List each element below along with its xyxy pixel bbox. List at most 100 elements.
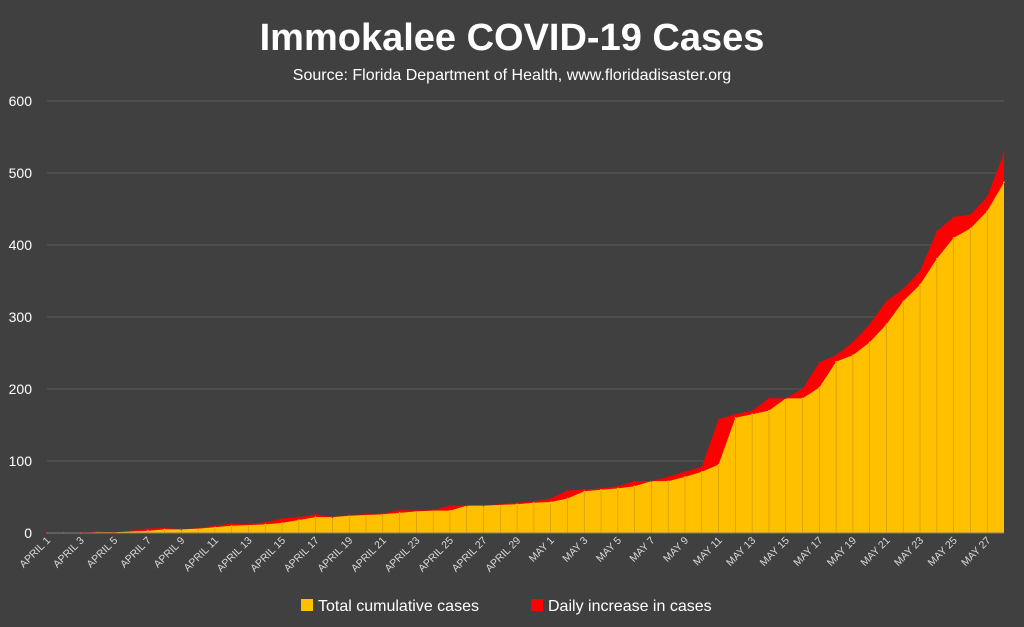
y-tick-label: 0	[24, 525, 32, 541]
point-total	[617, 487, 619, 490]
point-total	[818, 386, 821, 389]
point-total	[751, 413, 753, 416]
point-daily	[348, 514, 351, 516]
point-daily	[146, 527, 149, 530]
point-daily	[549, 497, 552, 500]
point-daily	[180, 528, 183, 531]
point-total	[449, 509, 451, 512]
point-daily	[835, 354, 837, 356]
point-total	[952, 237, 955, 239]
y-tick-label: 200	[9, 381, 33, 397]
chart-subtitle: Source: Florida Department of Health, ww…	[293, 67, 731, 84]
point-total	[734, 417, 737, 419]
legend-swatch-daily	[531, 599, 543, 611]
point-daily	[868, 323, 871, 326]
point-total	[163, 528, 166, 531]
point-daily	[986, 195, 989, 198]
point-total	[230, 525, 233, 527]
point-daily	[818, 361, 821, 364]
legend: Total cumulative cases Daily increase in…	[301, 598, 712, 615]
point-total	[600, 489, 602, 491]
point-daily	[482, 504, 485, 507]
point-daily	[969, 213, 972, 216]
y-tick-label: 100	[9, 453, 33, 469]
point-daily	[247, 523, 250, 526]
point-daily	[365, 513, 367, 516]
point-daily	[214, 525, 216, 527]
point-daily	[566, 489, 569, 492]
point-daily	[700, 465, 703, 468]
point-daily	[298, 516, 300, 518]
legend-swatch-total	[301, 599, 313, 611]
point-total	[717, 463, 720, 466]
point-daily	[197, 527, 199, 529]
y-axis-ticks: 0 100 200 300 400 500 600	[9, 93, 33, 541]
point-daily	[583, 489, 586, 491]
y-tick-label: 300	[9, 309, 33, 325]
point-daily	[784, 397, 787, 400]
point-daily	[684, 471, 686, 473]
point-daily	[264, 521, 267, 523]
point-total	[852, 354, 854, 356]
point-daily	[230, 522, 233, 525]
point-daily	[130, 530, 132, 532]
point-total	[801, 397, 804, 400]
point-total	[667, 480, 670, 482]
point-daily	[314, 513, 317, 516]
point-daily	[885, 300, 888, 302]
point-total	[298, 519, 300, 521]
point-total	[936, 257, 938, 260]
point-total	[214, 526, 216, 529]
point-daily	[1003, 152, 1005, 154]
point-daily	[852, 341, 854, 344]
point-daily	[633, 480, 636, 482]
series-total-area	[47, 182, 1004, 534]
point-daily	[465, 504, 468, 507]
point-total	[969, 227, 972, 230]
point-total	[885, 323, 888, 326]
point-daily	[902, 288, 905, 290]
point-daily	[650, 480, 653, 482]
point-daily	[734, 413, 737, 416]
point-total	[264, 523, 267, 526]
point-daily	[163, 527, 166, 529]
point-daily	[936, 230, 938, 233]
point-daily	[801, 388, 804, 390]
point-total	[986, 210, 989, 212]
legend-label-total: Total cumulative cases	[318, 598, 479, 615]
point-daily	[952, 216, 955, 218]
point-total	[835, 360, 837, 363]
point-total	[398, 512, 401, 514]
point-total	[868, 341, 871, 344]
point-daily	[398, 509, 401, 511]
point-total	[146, 530, 149, 532]
point-daily	[432, 509, 434, 511]
legend-label-daily: Daily increase in cases	[548, 598, 712, 615]
point-total	[633, 485, 636, 488]
point-daily	[449, 504, 451, 507]
point-daily	[516, 501, 518, 504]
plot-area	[46, 152, 1005, 534]
y-tick-label: 600	[9, 93, 33, 109]
point-total	[314, 516, 317, 518]
point-daily	[617, 485, 619, 488]
point-total	[700, 471, 703, 473]
point-total	[533, 501, 535, 504]
point-total	[919, 283, 921, 286]
y-tick-label: 500	[9, 165, 33, 181]
chart-title: Immokalee COVID-19 Cases	[260, 17, 765, 59]
point-daily	[751, 409, 753, 412]
point-total	[684, 476, 686, 478]
y-tick-label: 400	[9, 237, 33, 253]
point-daily	[667, 476, 670, 478]
point-total	[902, 300, 905, 302]
point-total	[516, 503, 518, 506]
point-daily	[919, 270, 921, 272]
point-total	[549, 501, 552, 503]
point-daily	[600, 487, 602, 490]
point-total	[1003, 181, 1005, 184]
point-daily	[717, 418, 720, 421]
point-daily	[533, 500, 535, 503]
point-total	[768, 409, 770, 412]
